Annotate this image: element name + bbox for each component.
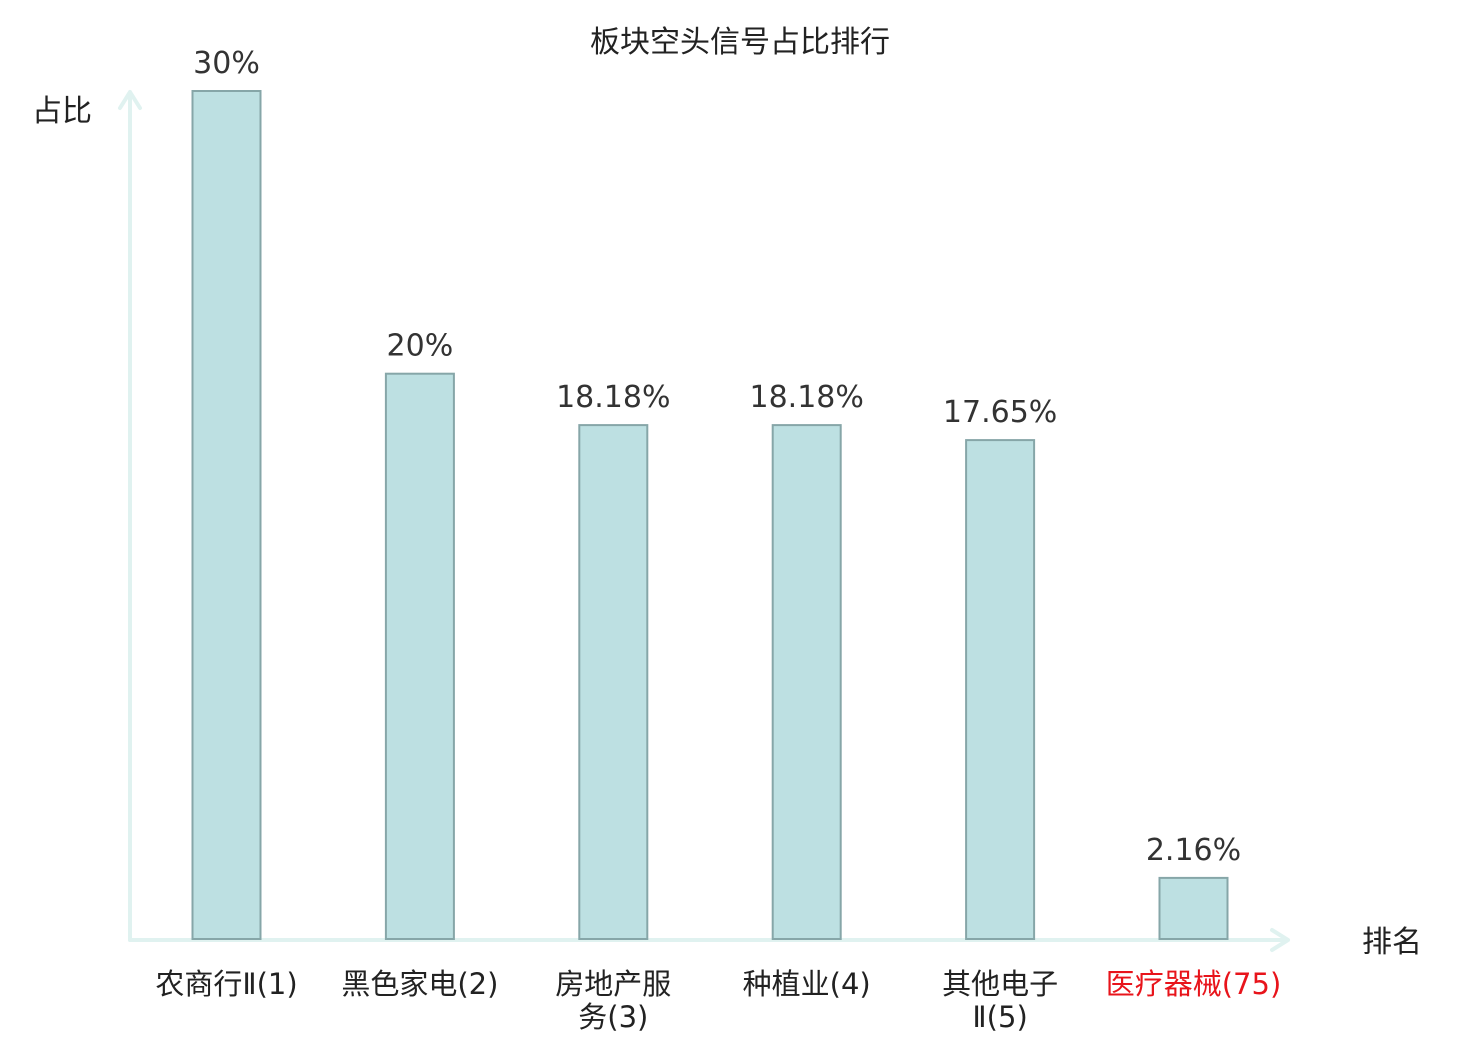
x-axis-label: 排名	[1362, 925, 1422, 960]
category-label-3-line-2: 务(3)	[578, 1000, 648, 1034]
category-label-5-line-2: Ⅱ(5)	[972, 1000, 1027, 1034]
value-label-6: 2.16%	[1146, 833, 1241, 868]
category-label-2: 黑色家电(2)	[341, 967, 498, 1001]
y-axis-label: 占比	[32, 94, 92, 129]
y-axis-line	[118, 90, 142, 942]
bar-6	[1158, 876, 1229, 941]
category-label-5-line-1: 其他电子	[942, 967, 1058, 1001]
bar-3	[578, 424, 649, 941]
value-label-5: 17.65%	[943, 395, 1057, 430]
value-label-2: 20%	[387, 329, 454, 364]
category-label-1: 农商行Ⅱ(1)	[155, 967, 297, 1001]
bar-2	[384, 372, 455, 940]
category-label-6: 医疗器械(75)	[1106, 967, 1282, 1001]
bars-group	[191, 90, 1229, 941]
value-labels-group: 30% 20% 18.18% 18.18% 17.65% 2.16%	[193, 46, 1241, 868]
category-label-3-line-1: 房地产服	[555, 967, 671, 1001]
value-label-4: 18.18%	[750, 380, 864, 415]
category-label-4: 种植业(4)	[743, 967, 871, 1001]
bar-1	[191, 90, 262, 940]
x-axis-line	[128, 928, 1290, 952]
bar-5	[965, 439, 1036, 940]
chart-title: 板块空头信号占比排行	[590, 25, 890, 60]
bar-4	[771, 424, 842, 941]
value-label-3: 18.18%	[556, 380, 670, 415]
value-label-1: 30%	[193, 46, 260, 81]
